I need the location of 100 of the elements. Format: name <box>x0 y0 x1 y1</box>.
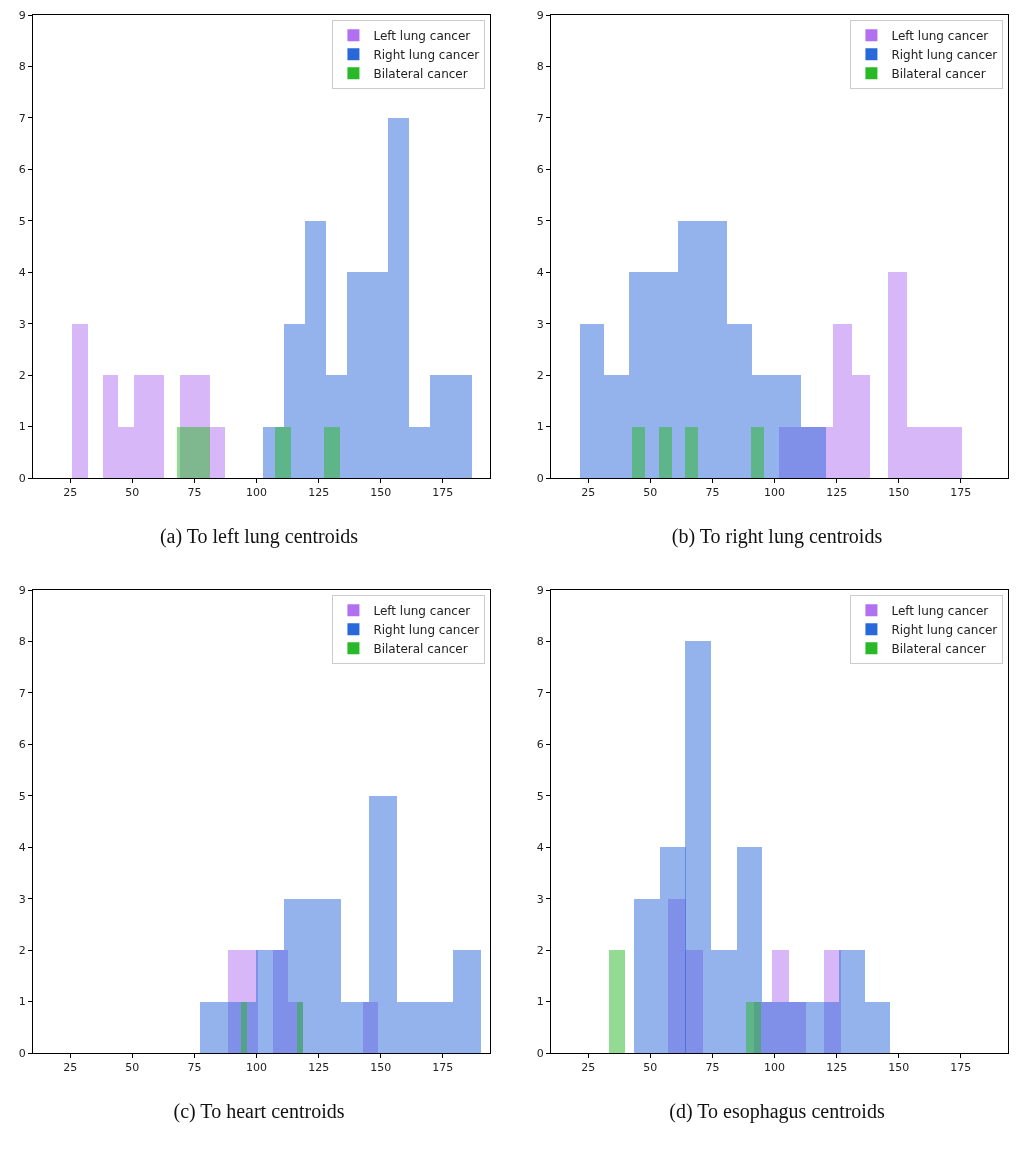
bar <box>762 1001 789 1053</box>
y-tick-label: 9 <box>18 583 26 597</box>
y-tick-label: 0 <box>536 1046 544 1060</box>
bar <box>453 950 482 1053</box>
y-tick-label: 1 <box>536 420 544 434</box>
bar <box>851 375 871 478</box>
legend-label: Right lung cancer <box>373 622 480 637</box>
text: (a) To left lung centroids <box>158 525 360 548</box>
y-tick-label: 0 <box>18 471 26 485</box>
x-tick-label: 150 <box>370 486 392 500</box>
legend-label: Bilateral cancer <box>891 66 986 81</box>
y-tick-label: 9 <box>18 8 26 22</box>
x-tick-label: 125 <box>826 1061 848 1075</box>
bar <box>813 1001 840 1053</box>
x-tick-label: 150 <box>370 1061 392 1075</box>
text: (b) To right lung centroids <box>670 525 884 548</box>
x-tick-label: 100 <box>764 486 786 500</box>
x-tick-label: 125 <box>308 1061 330 1075</box>
x-tick-label: 175 <box>950 486 972 500</box>
bar <box>296 1001 303 1053</box>
x-tick-label: 125 <box>308 486 330 500</box>
bar <box>659 847 686 1053</box>
bar <box>888 272 907 478</box>
bar <box>776 375 801 478</box>
bar <box>367 272 389 478</box>
bar <box>727 323 752 478</box>
bar <box>256 950 285 1053</box>
x-tick-label: 75 <box>705 486 720 500</box>
y-tick-label: 4 <box>536 266 544 280</box>
x-tick-label: 25 <box>63 1061 78 1075</box>
bar <box>632 426 646 478</box>
bar <box>133 375 149 478</box>
bar <box>346 272 368 478</box>
y-tick-label: 2 <box>536 368 544 382</box>
bar <box>118 426 134 478</box>
legend-label: Left lung cancer <box>373 28 471 43</box>
bar <box>425 1001 454 1053</box>
y-tick-label: 7 <box>18 111 26 125</box>
y-tick-label: 8 <box>18 635 26 649</box>
bar <box>368 795 397 1053</box>
bar <box>678 220 703 478</box>
x-tick-label: 175 <box>432 486 454 500</box>
bar <box>906 426 925 478</box>
bar <box>304 220 326 478</box>
bar <box>604 375 629 478</box>
y-tick-label: 6 <box>536 163 544 177</box>
y-tick-label: 6 <box>18 738 26 752</box>
legend-label: Bilateral cancer <box>373 641 468 656</box>
x-tick-label: 100 <box>246 1061 268 1075</box>
y-tick-label: 4 <box>18 266 26 280</box>
bar <box>658 426 672 478</box>
y-tick-label: 4 <box>18 841 26 855</box>
text: (c) To heart centroids <box>172 1100 346 1123</box>
bar <box>72 323 88 478</box>
y-tick-label: 7 <box>536 686 544 700</box>
bar <box>788 1001 814 1053</box>
y-tick-label: 2 <box>536 943 544 957</box>
bar <box>240 1001 247 1053</box>
bar <box>193 426 210 478</box>
x-tick-label: 25 <box>581 486 596 500</box>
y-tick-label: 3 <box>536 892 544 906</box>
y-tick-label: 0 <box>18 1046 26 1060</box>
bar <box>653 272 679 478</box>
x-tick-label: 125 <box>826 486 848 500</box>
y-tick-label: 5 <box>536 214 544 228</box>
bar <box>579 323 605 478</box>
bar <box>274 426 292 478</box>
y-tick-label: 7 <box>18 686 26 700</box>
y-tick-label: 5 <box>536 789 544 803</box>
x-tick-label: 50 <box>125 486 140 500</box>
bar <box>924 426 944 478</box>
legend-label: Right lung cancer <box>891 47 998 62</box>
bar <box>833 323 852 478</box>
x-tick-label: 100 <box>246 486 268 500</box>
y-tick-label: 7 <box>536 111 544 125</box>
y-tick-label: 9 <box>536 8 544 22</box>
y-tick-label: 3 <box>18 892 26 906</box>
y-tick-label: 5 <box>18 789 26 803</box>
legend-label: Bilateral cancer <box>891 641 986 656</box>
x-tick-label: 50 <box>643 486 658 500</box>
bar <box>148 375 165 478</box>
x-tick-label: 25 <box>63 486 78 500</box>
legend-label: Right lung cancer <box>891 622 998 637</box>
bar <box>839 950 865 1053</box>
bar <box>284 898 313 1053</box>
y-tick-label: 5 <box>18 214 26 228</box>
y-tick-label: 2 <box>18 943 26 957</box>
bar <box>711 950 737 1053</box>
bar <box>685 641 712 1053</box>
y-tick-label: 3 <box>536 317 544 331</box>
y-tick-label: 1 <box>536 995 544 1009</box>
bar <box>702 220 728 478</box>
bar <box>340 1001 369 1053</box>
bar <box>388 117 410 478</box>
x-tick-label: 75 <box>705 1061 720 1075</box>
bar <box>609 950 625 1053</box>
legend-label: Right lung cancer <box>373 47 480 62</box>
x-tick-label: 50 <box>125 1061 140 1075</box>
y-tick-label: 8 <box>536 635 544 649</box>
bar <box>634 898 660 1053</box>
